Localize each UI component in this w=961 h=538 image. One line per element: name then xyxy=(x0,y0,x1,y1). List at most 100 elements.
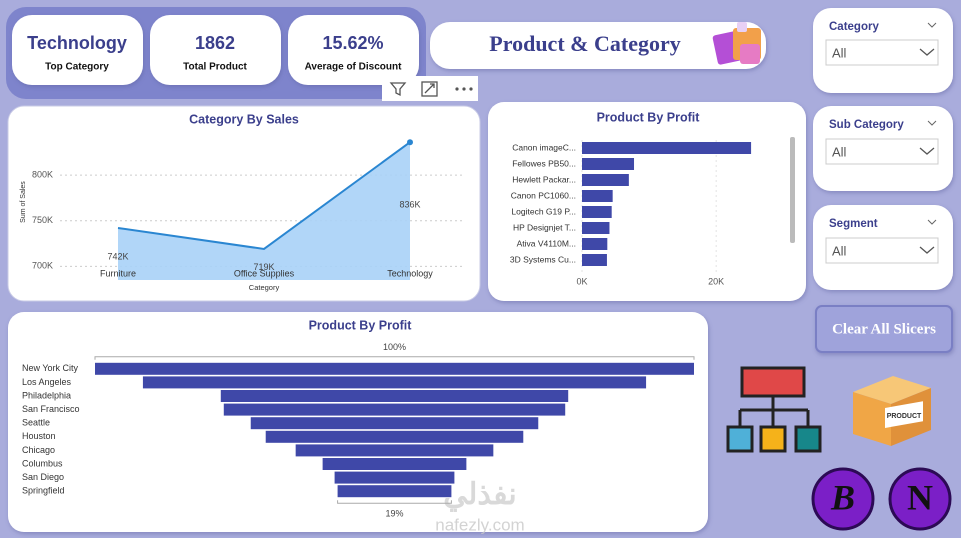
filter-icon[interactable] xyxy=(389,82,407,97)
y-tick-label: 800K xyxy=(32,169,53,179)
chart-card xyxy=(488,102,806,301)
product-box-icon: PRODUCT xyxy=(853,376,931,446)
chart-title: Product By Profit xyxy=(309,318,413,332)
chevron xyxy=(927,219,937,225)
dropdown[interactable] xyxy=(825,138,939,165)
y-tick-label: HP Designjet T... xyxy=(513,222,576,232)
data-label: 100% xyxy=(383,342,406,352)
kpi-label: Top Category xyxy=(45,62,109,73)
y-tick-label: Springfield xyxy=(22,486,65,496)
charts: Category By Sales 700K 750K 800K Sum of Sale… xyxy=(20,110,752,519)
y-tick-label: San Diego xyxy=(22,472,64,482)
dropdown[interactable] xyxy=(825,237,939,264)
scrollbar[interactable] xyxy=(790,137,795,243)
slicer[interactable]: Segment All xyxy=(813,205,953,290)
funnel-bar xyxy=(95,362,694,375)
badge-letter: B xyxy=(830,477,855,517)
kpi-card: 1862 Total Product xyxy=(150,15,281,85)
y-tick-label: Philadelphia xyxy=(22,390,71,400)
y-tick-label: Ativa V4110M... xyxy=(517,238,576,248)
chevron xyxy=(927,120,937,126)
visual-toolbar xyxy=(382,76,478,101)
bar xyxy=(582,190,613,202)
badge xyxy=(811,467,875,531)
focus-icon[interactable] xyxy=(421,81,438,97)
more-icon[interactable] xyxy=(455,87,473,91)
y-tick-label: Los Angeles xyxy=(22,377,72,387)
chevron xyxy=(927,22,937,28)
kpi-card: Technology Top Category xyxy=(12,15,143,85)
clear-button[interactable] xyxy=(815,305,953,353)
kpi-card-bg xyxy=(150,15,281,85)
slicer-label: Segment xyxy=(829,218,878,230)
kpi-label: Total Product xyxy=(183,62,247,73)
bar xyxy=(582,158,635,170)
y-tick-label: San Francisco xyxy=(22,404,80,414)
funnel-bar xyxy=(220,390,569,402)
funnel-bar xyxy=(250,417,539,430)
area xyxy=(118,142,410,280)
y-axis-label: Sum of Sales xyxy=(20,181,27,223)
dropdown-value: All xyxy=(832,45,847,60)
y-tick-label: Hewlett Packar... xyxy=(512,174,576,184)
funnel-bar xyxy=(322,458,467,470)
bar xyxy=(582,174,629,186)
bar xyxy=(582,206,612,218)
chart-title: Category By Sales xyxy=(189,112,299,126)
chevron xyxy=(919,246,935,254)
dropdown-value: All xyxy=(832,243,847,258)
dropdown-value: All xyxy=(832,144,847,159)
focus-arrow xyxy=(424,83,435,94)
x-tick-label: 20K xyxy=(708,276,724,286)
line xyxy=(117,141,411,251)
watermark: nafezly.com xyxy=(435,515,524,534)
x-axis-label: Category xyxy=(249,283,280,292)
shopping-icon xyxy=(712,22,761,65)
funnel-bar xyxy=(295,444,494,457)
y-tick-label: New York City xyxy=(22,363,79,373)
badge-letter: N xyxy=(907,477,933,517)
kpi-label: Average of Discount xyxy=(305,62,403,73)
bracket xyxy=(94,356,695,360)
dropdown[interactable] xyxy=(825,39,939,66)
hierarchy-icon xyxy=(726,366,822,453)
kpi-value: Technology xyxy=(27,33,127,53)
y-tick-label: Seattle xyxy=(22,418,50,428)
funnel-bar xyxy=(142,376,647,389)
box-label: PRODUCT xyxy=(887,413,922,420)
y-tick-label: Columbus xyxy=(22,458,63,468)
bar xyxy=(582,222,610,234)
bracket xyxy=(337,500,452,504)
y-tick-label: 700K xyxy=(32,261,53,271)
funnel-bar xyxy=(334,471,455,484)
kpi-card: 15.62% Average of Discount xyxy=(288,15,419,85)
chevron xyxy=(919,147,935,155)
kpi-card-bg xyxy=(12,15,143,85)
funnel-bar xyxy=(223,403,566,416)
y-tick-label: Fellowes PB50... xyxy=(512,158,576,168)
watermark: نفذلي xyxy=(443,478,516,512)
title-box xyxy=(430,22,766,69)
funnel-bar xyxy=(337,485,452,498)
x-tick-label: 0K xyxy=(576,276,587,286)
kpi-value: 1862 xyxy=(195,33,235,53)
y-tick-label: Logitech G19 P... xyxy=(511,206,576,216)
y-tick-label: 750K xyxy=(32,215,53,225)
funnel-bar xyxy=(265,430,524,443)
data-label: 719K xyxy=(253,262,274,272)
badge xyxy=(888,467,952,531)
page-title: Product & Category xyxy=(489,31,680,56)
slicer[interactable]: Sub Category All xyxy=(813,106,953,191)
slicer-label: Category xyxy=(829,21,879,33)
y-tick-label: Canon imageC... xyxy=(512,142,576,152)
data-label: 836K xyxy=(399,199,420,209)
bar xyxy=(582,238,608,250)
bar xyxy=(582,254,607,266)
y-tick-label: Chicago xyxy=(22,445,55,455)
y-tick-label: Canon PC1060... xyxy=(511,190,576,200)
slicer[interactable]: Category All xyxy=(813,8,953,93)
y-tick-label: 3D Systems Cu... xyxy=(510,254,576,264)
kpi-value: 15.62% xyxy=(322,33,383,53)
y-tick-label: Houston xyxy=(22,431,56,441)
